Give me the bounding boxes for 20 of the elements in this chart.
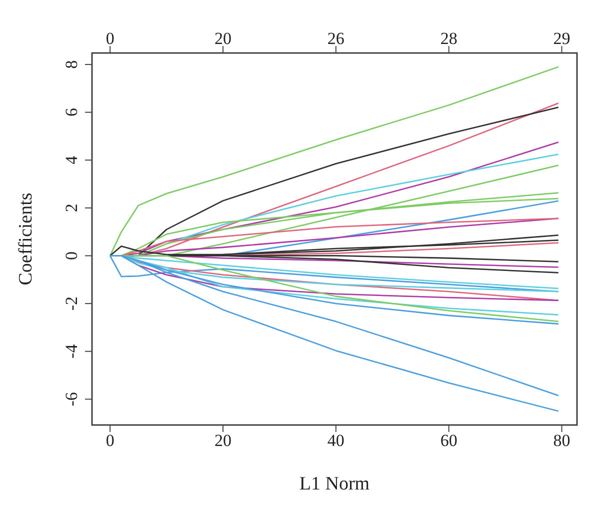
text: 29: [553, 29, 570, 48]
x-tick-label: 80: [553, 431, 570, 450]
x-tick-label: 40: [327, 431, 344, 450]
y-tick-label: 8: [62, 60, 81, 69]
y-tick-label: -4: [62, 344, 81, 358]
text: 26: [327, 29, 344, 48]
y-tick-label: 6: [62, 108, 81, 117]
y-tick-label: -6: [62, 392, 81, 406]
y-tick-label: 0: [62, 251, 81, 260]
x-tick-label: 60: [440, 431, 458, 450]
text: 20: [214, 29, 232, 48]
x-tick-label: 0: [106, 431, 114, 450]
y-tick-label: 2: [62, 204, 81, 212]
x-axis-title: L1 Norm: [299, 473, 370, 494]
y-tick-label: -2: [62, 296, 81, 311]
text: 0: [106, 29, 114, 48]
x-tick-label: 20: [214, 431, 232, 450]
y-tick-label: 4: [62, 155, 81, 164]
y-axis-title: Coefficients: [16, 192, 37, 286]
text: 28: [440, 29, 458, 48]
